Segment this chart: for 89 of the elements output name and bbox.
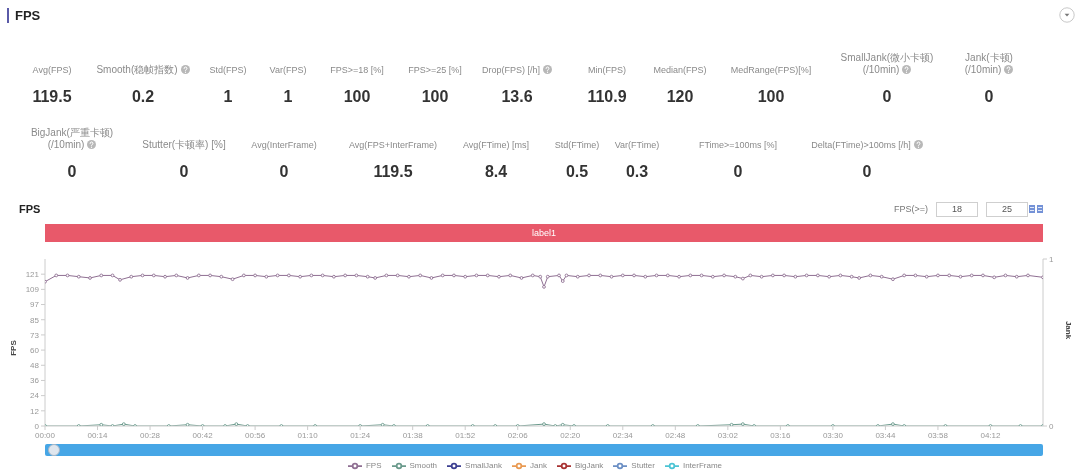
data-label: 1 [283,87,293,107]
data-label: 0.5 [565,162,589,182]
data-label: 120 [666,87,694,107]
y2-tick-label: 1 [1049,254,1054,264]
data-label: 1 [223,87,233,107]
category-label: Std(FPS) [209,65,247,75]
category-label: Delta(FTime)>100ms [/h] [811,140,911,150]
category-label: Stutter(卡顿率) [%] [142,139,226,150]
y-tick-label: 97 [30,300,40,310]
x-tick-label: 00:28 [140,430,161,440]
y-axis-title: FPS [8,340,18,356]
data-label: 13.6 [501,87,533,107]
category-label: Drop(FPS) [/h] [481,65,540,75]
x-tick-label: 03:44 [875,430,896,440]
legend-label: SmallJank [465,461,502,471]
y-tick-label: 73 [30,330,40,340]
category-label: Var(FPS) [269,65,307,75]
y-tick-label: 121 [25,270,40,280]
text: FPS [15,7,41,23]
data-label: 0 [862,162,872,182]
data-label: 0.3 [625,162,649,182]
x-tick-label: 01:52 [455,430,476,440]
legend-label: Jank [529,461,547,471]
text: FPS(>=) [893,204,928,214]
legend-label: Stutter [631,461,655,471]
x-tick-label: 03:16 [770,430,791,440]
y-tick-label: 85 [30,315,40,325]
category-label: Avg(InterFrame) [251,140,317,150]
x-tick-label: 02:20 [560,430,581,440]
data-label: 100 [421,87,449,107]
data-label: 0.2 [131,87,155,107]
x-tick-label: 00:56 [245,430,266,440]
category-label: BigJank(严重卡顿) (/10min) [30,127,114,150]
x-tick-label: 03:02 [717,430,739,440]
category-label: FPS>=25 [%] [408,65,462,75]
y-tick-label: 60 [30,345,40,355]
x-tick-label: 01:24 [350,430,371,440]
x-tick-label: 02:34 [612,430,634,440]
x-tick-label: 01:38 [402,430,424,440]
category-label: Avg(FTime) [ms] [462,140,529,150]
data-label: 0 [882,87,892,107]
data-label: 100 [343,87,371,107]
data-label: 0 [733,162,743,182]
category-label: FTime>=100ms [%] [698,140,778,150]
y-tick-label: 36 [30,376,40,386]
category-label: SmallJank(微小卡顿) (/10min) [840,52,934,75]
x-tick-label: 01:10 [297,430,319,440]
category-label: Jank(卡顿) (/10min) [964,52,1013,75]
category-label: Median(FPS) [653,65,707,75]
x-tick-label: 00:42 [192,430,214,440]
data-label: 0 [67,162,77,182]
category-label: Std(FTime) [554,140,600,150]
legend-label: FPS [365,461,382,471]
x-tick-label: 03:30 [822,430,844,440]
category-label: Smooth(稳帧指数) [96,64,178,75]
y-tick-label: 0 [34,421,40,431]
y-tick-label: 12 [30,406,40,416]
category-label: Avg(FPS+InterFrame) [348,140,438,150]
data-label: 110.9 [587,87,627,107]
data-label: 100 [757,87,785,107]
number-field: 18 [936,201,978,217]
data-label: 0 [984,87,994,107]
y2-tick-label: 0 [1049,421,1054,431]
category-label: MedRange(FPS)[%] [730,65,812,75]
data-label: 0 [179,162,189,182]
category-label: FPS>=18 [%] [330,65,384,75]
chart-title: FPS [19,203,41,215]
data-label: 8.4 [484,162,508,182]
x-tick-label: 02:06 [507,430,529,440]
x-tick-label: 03:58 [927,430,949,440]
y-tick-label: 24 [30,391,40,401]
data-label: 119.5 [373,162,413,182]
x-tick-label: 00:00 [34,430,56,440]
x-tick-label: 00:14 [87,430,109,440]
category-label: Min(FPS) [588,65,626,75]
y-tick-label: 109 [25,285,40,295]
data-label: 119.5 [32,87,72,107]
x-tick-label: 02:48 [665,430,686,440]
data-label: 0 [279,162,289,182]
legend-label: Smooth [409,461,438,471]
band-label: label1 [531,228,557,238]
x-tick-label: 04:12 [980,430,1002,440]
y-tick-label: 48 [30,361,40,371]
category-label: Var(FTime) [614,140,660,150]
legend-label: BigJank [574,461,604,471]
y2-axis-title: Jank [1063,320,1073,340]
number-field: 25 [986,201,1028,217]
category-label: Avg(FPS) [32,65,72,75]
legend-label: InterFrame [682,461,723,471]
